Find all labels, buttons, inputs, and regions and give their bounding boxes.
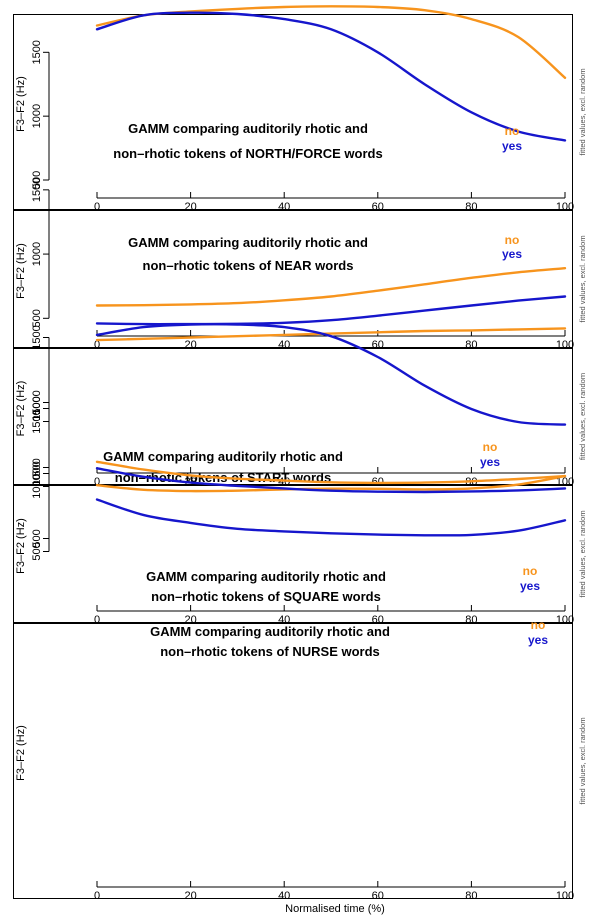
- panel-title-line-2: non–rhotic tokens of SQUARE words: [151, 589, 381, 604]
- series-line-no: [95, 5, 567, 79]
- y-tick-label: 500: [31, 542, 43, 560]
- series-line-yes: [95, 11, 567, 142]
- panel-title-line-1: GAMM comparing auditorily rhotic and: [128, 235, 368, 250]
- x-tick-label: 0: [94, 476, 100, 488]
- x-tick-label: 20: [184, 201, 196, 213]
- x-tick-label: 0: [94, 614, 100, 626]
- y-axis-title: F3–F2 (Hz): [15, 381, 27, 437]
- y-tick-label: 1000: [31, 390, 43, 414]
- legend-entry-no: no: [483, 440, 498, 454]
- x-tick-label: 0: [94, 339, 100, 351]
- x-tick-label: 100: [556, 614, 574, 626]
- y-tick-label: 1500: [31, 325, 43, 349]
- side-note: fitted values, excl. random: [578, 235, 587, 322]
- y-axis-title: F3–F2 (Hz): [15, 243, 27, 299]
- series-line-no: [95, 327, 567, 342]
- legend-entry-yes: yes: [480, 455, 500, 469]
- panel-frame: [13, 210, 573, 348]
- panel-title-line-1: GAMM comparing auditorily rhotic and: [150, 624, 390, 639]
- y-tick-label: 1500: [31, 178, 43, 202]
- x-tick-label: 100: [556, 339, 574, 351]
- legend-entry-no: no: [523, 564, 538, 578]
- panel-1: 0 20 40 60 80 100 500 1000 1500 F3–F2 (Hz) fitted …: [13, 5, 587, 213]
- x-tick-label: 0: [94, 890, 100, 902]
- side-note: fitted values, excl. random: [578, 373, 587, 460]
- series-line-yes: [95, 295, 567, 326]
- legend-entry-no: no: [505, 233, 520, 247]
- y-axis-title: F3–F2 (Hz): [15, 725, 27, 781]
- y-tick-label: 500: [31, 309, 43, 327]
- y-tick-label: 1500: [31, 396, 43, 420]
- side-note: fitted values, excl. random: [578, 510, 587, 597]
- y-axis-title: F3–F2 (Hz): [15, 76, 27, 132]
- panel-title-line-1: GAMM comparing auditorily rhotic and: [146, 569, 386, 584]
- legend-entry-yes: yes: [502, 247, 522, 261]
- panel-title-line-2: non–rhotic tokens of NURSE words: [160, 644, 380, 659]
- x-tick-label: 100: [556, 201, 574, 213]
- x-tick-label: 40: [278, 339, 290, 351]
- side-note: fitted values, excl. random: [578, 717, 587, 804]
- x-tick-label: 80: [465, 890, 477, 902]
- series-line-no: [95, 474, 567, 493]
- panel-frame: [13, 348, 573, 485]
- y-tick-label: 500: [31, 171, 43, 189]
- x-axis-label: Normalised time (%): [285, 903, 385, 915]
- x-tick-label: 60: [372, 201, 384, 213]
- x-tick-label: 80: [465, 339, 477, 351]
- series-line-yes: [95, 498, 567, 537]
- legend-entry-no: no: [531, 618, 546, 632]
- series-line-yes: [95, 467, 567, 494]
- y-tick-label: 1000: [31, 104, 43, 128]
- x-tick-label: 0: [94, 201, 100, 213]
- series-line-yes: [95, 323, 567, 426]
- x-tick-label: 100: [556, 890, 574, 902]
- panel-frame: [13, 485, 573, 623]
- x-tick-label: 80: [465, 201, 477, 213]
- side-note: fitted values, excl. random: [578, 68, 587, 155]
- legend-entry-yes: yes: [528, 633, 548, 647]
- panel-title-line-1: GAMM comparing auditorily rhotic and: [103, 449, 343, 464]
- x-tick-label: 20: [184, 339, 196, 351]
- y-tick-label: 1000: [31, 242, 43, 266]
- y-tick-label: 1000: [31, 461, 43, 485]
- panel-frame: [13, 14, 573, 210]
- x-tick-label: 60: [372, 339, 384, 351]
- legend-entry-yes: yes: [520, 579, 540, 593]
- legend-entry-yes: yes: [502, 139, 522, 153]
- x-tick-label: 60: [372, 890, 384, 902]
- y-tick-label: 1500: [31, 40, 43, 64]
- x-tick-label: 40: [278, 201, 290, 213]
- y-tick-label: 500: [31, 458, 43, 476]
- series-line-no: [95, 460, 567, 485]
- y-tick-label: 1500: [31, 409, 43, 433]
- panel-frame: [13, 623, 573, 899]
- panel-title-line-2: non–rhotic tokens of NEAR words: [143, 258, 354, 273]
- y-tick-label: 500: [31, 529, 43, 547]
- legend-entry-no: no: [505, 124, 520, 138]
- y-axis-title: F3–F2 (Hz): [15, 518, 27, 574]
- panel-title-line-1: GAMM comparing auditorily rhotic and: [128, 121, 368, 136]
- panel-title-line-2: non–rhotic tokens of NORTH/FORCE words: [113, 146, 382, 161]
- series-line-no: [95, 267, 567, 307]
- x-tick-label: 80: [465, 614, 477, 626]
- x-tick-label: 40: [278, 890, 290, 902]
- y-tick-label: 1000: [31, 474, 43, 498]
- x-tick-label: 20: [184, 890, 196, 902]
